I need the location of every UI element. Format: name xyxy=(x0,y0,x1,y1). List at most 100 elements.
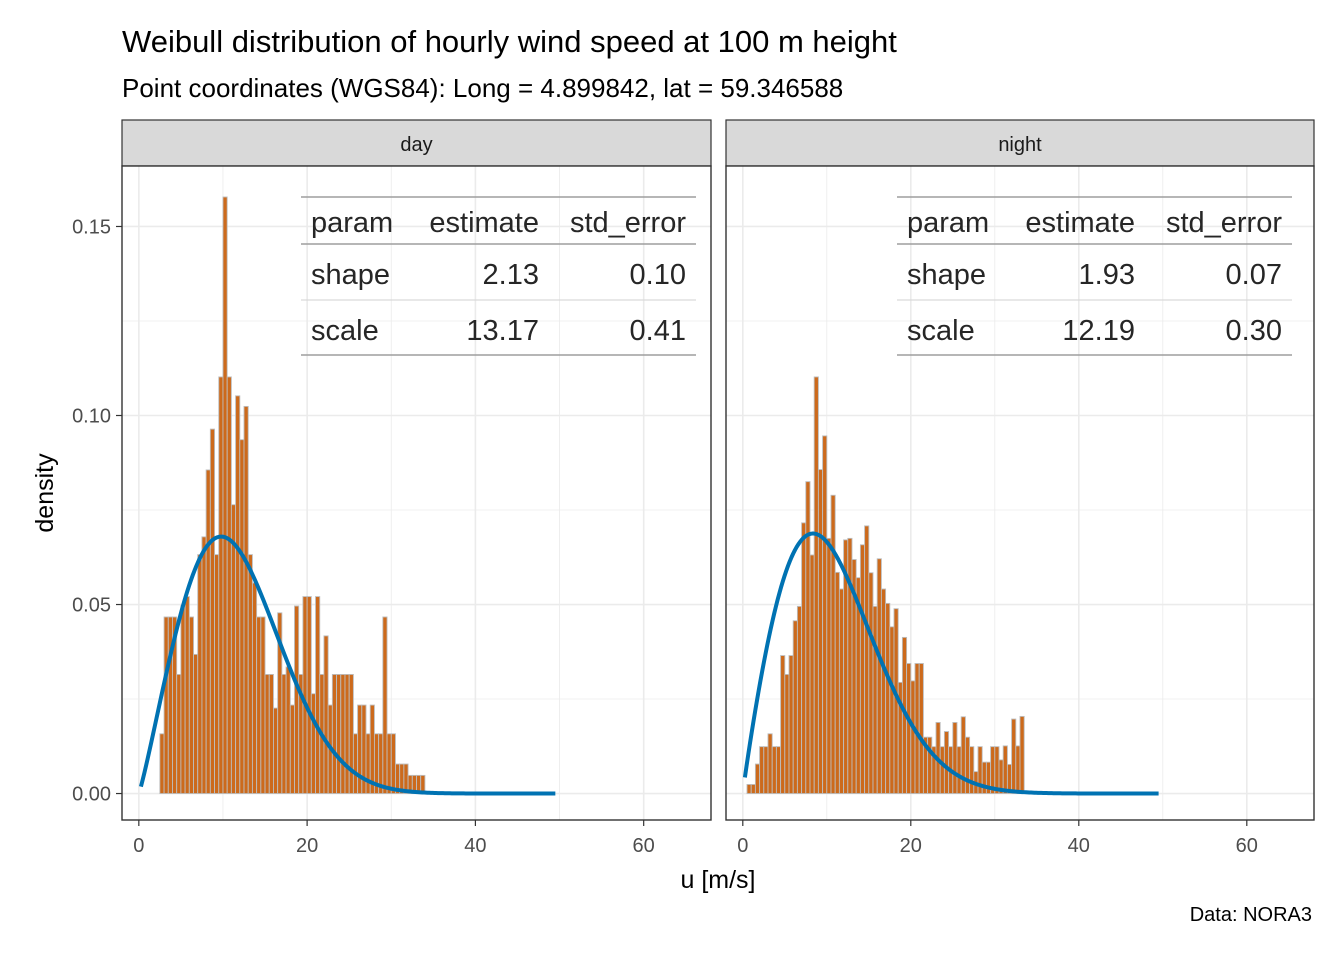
histogram-bar xyxy=(323,635,329,794)
histogram-bar xyxy=(759,746,765,794)
histogram-bar xyxy=(273,707,279,794)
histogram-bar xyxy=(775,746,782,794)
histogram-bar xyxy=(315,596,321,794)
histogram-bar xyxy=(763,746,769,794)
table-cell: shape xyxy=(311,259,390,291)
histogram-bar xyxy=(214,554,220,794)
table-header-std-error: std_error xyxy=(570,207,686,239)
histogram-bar xyxy=(184,596,190,794)
histogram-bar xyxy=(872,605,878,794)
data-caption: Data: NORA3 xyxy=(1189,904,1312,926)
y-axis-title: density xyxy=(31,453,59,533)
histogram-bar xyxy=(1019,715,1025,794)
histogram-bar xyxy=(239,439,245,794)
y-tick-label: 0.10 xyxy=(72,406,111,428)
histogram-bar xyxy=(268,674,274,794)
histogram-bar xyxy=(889,626,895,794)
histogram-bar xyxy=(767,733,773,794)
table-cell: 1.93 xyxy=(1079,259,1135,291)
x-tick-label: 0 xyxy=(133,835,144,857)
histogram-bar xyxy=(771,746,777,794)
histogram-bar xyxy=(838,588,845,794)
histogram-bar xyxy=(340,674,346,794)
x-tick-label: 20 xyxy=(900,835,922,857)
histogram-bar xyxy=(197,554,203,794)
histogram-bar xyxy=(1015,745,1021,794)
weibull-fit-curve xyxy=(138,534,556,796)
x-tick-label: 0 xyxy=(737,835,748,857)
histogram-bar xyxy=(302,596,308,794)
histogram-bar xyxy=(750,784,756,794)
histogram-bar xyxy=(956,746,962,794)
histogram-bar xyxy=(1002,745,1008,794)
histogram-bar xyxy=(344,674,350,794)
histogram-bar xyxy=(994,746,1000,794)
histogram-bar xyxy=(243,405,249,794)
histogram-bar xyxy=(952,722,958,794)
histogram-bar xyxy=(969,746,975,794)
x-tick-label: 40 xyxy=(464,835,486,857)
histogram-bar xyxy=(939,746,945,794)
histogram-bar xyxy=(834,571,840,794)
table-header-param: param xyxy=(311,207,393,239)
histogram-bar xyxy=(310,693,316,794)
histogram-bar xyxy=(159,733,165,794)
table-header-std-error: std_error xyxy=(1166,207,1282,239)
panel-border xyxy=(121,165,712,821)
histogram-bar xyxy=(885,602,891,794)
histogram-bar xyxy=(943,731,950,794)
histogram-bar xyxy=(918,663,924,794)
histogram-bar xyxy=(163,616,169,794)
histogram-bar xyxy=(205,469,211,794)
histogram-bar xyxy=(801,522,807,794)
histogram-bar xyxy=(910,680,916,794)
histogram-bar xyxy=(792,620,798,794)
histogram-bar xyxy=(386,733,392,794)
histogram-bar xyxy=(256,616,262,794)
y-tick-label: 0.05 xyxy=(72,595,111,617)
histogram-bar xyxy=(880,588,887,794)
table-header-estimate: estimate xyxy=(429,207,539,239)
histogram-bar xyxy=(176,674,182,794)
table-cell: 0.30 xyxy=(1226,315,1282,347)
histogram-bar xyxy=(805,481,811,794)
histogram-bar xyxy=(365,733,371,794)
histogram-bar xyxy=(226,376,232,794)
histogram-bar xyxy=(859,544,866,794)
facet-strip-label: night xyxy=(998,134,1042,156)
histogram-bar xyxy=(964,736,971,794)
table-cell: scale xyxy=(311,315,379,347)
histogram-bar xyxy=(352,733,359,794)
histogram-bar xyxy=(809,554,815,794)
histogram-bar xyxy=(264,674,270,794)
histogram-bar xyxy=(817,469,824,794)
histogram-bar xyxy=(830,494,836,794)
histogram-bar xyxy=(222,196,228,794)
histogram-bar xyxy=(784,674,790,794)
histogram-bar xyxy=(796,605,803,794)
facet-strip-label: day xyxy=(400,134,432,156)
table-cell: 13.17 xyxy=(466,315,539,347)
histogram-bar xyxy=(906,663,912,794)
histogram-bar xyxy=(201,536,207,794)
histogram-bar xyxy=(348,674,354,794)
histogram-bar xyxy=(754,763,761,794)
histogram-bar xyxy=(746,784,752,794)
histogram-bar xyxy=(876,558,882,794)
table-cell: scale xyxy=(907,315,975,347)
table-cell: 0.10 xyxy=(630,259,686,291)
histogram-bar xyxy=(780,655,786,794)
table-cell: shape xyxy=(907,259,986,291)
chart-subtitle: Point coordinates (WGS84): Long = 4.8998… xyxy=(122,73,844,103)
chart-title: Weibull distribution of hourly wind spee… xyxy=(122,24,897,59)
y-tick-label: 0.15 xyxy=(72,216,111,238)
table-header-param: param xyxy=(907,207,989,239)
histogram-bar xyxy=(822,435,828,794)
table-cell: 0.41 xyxy=(630,315,686,347)
histogram-bar xyxy=(285,666,291,794)
